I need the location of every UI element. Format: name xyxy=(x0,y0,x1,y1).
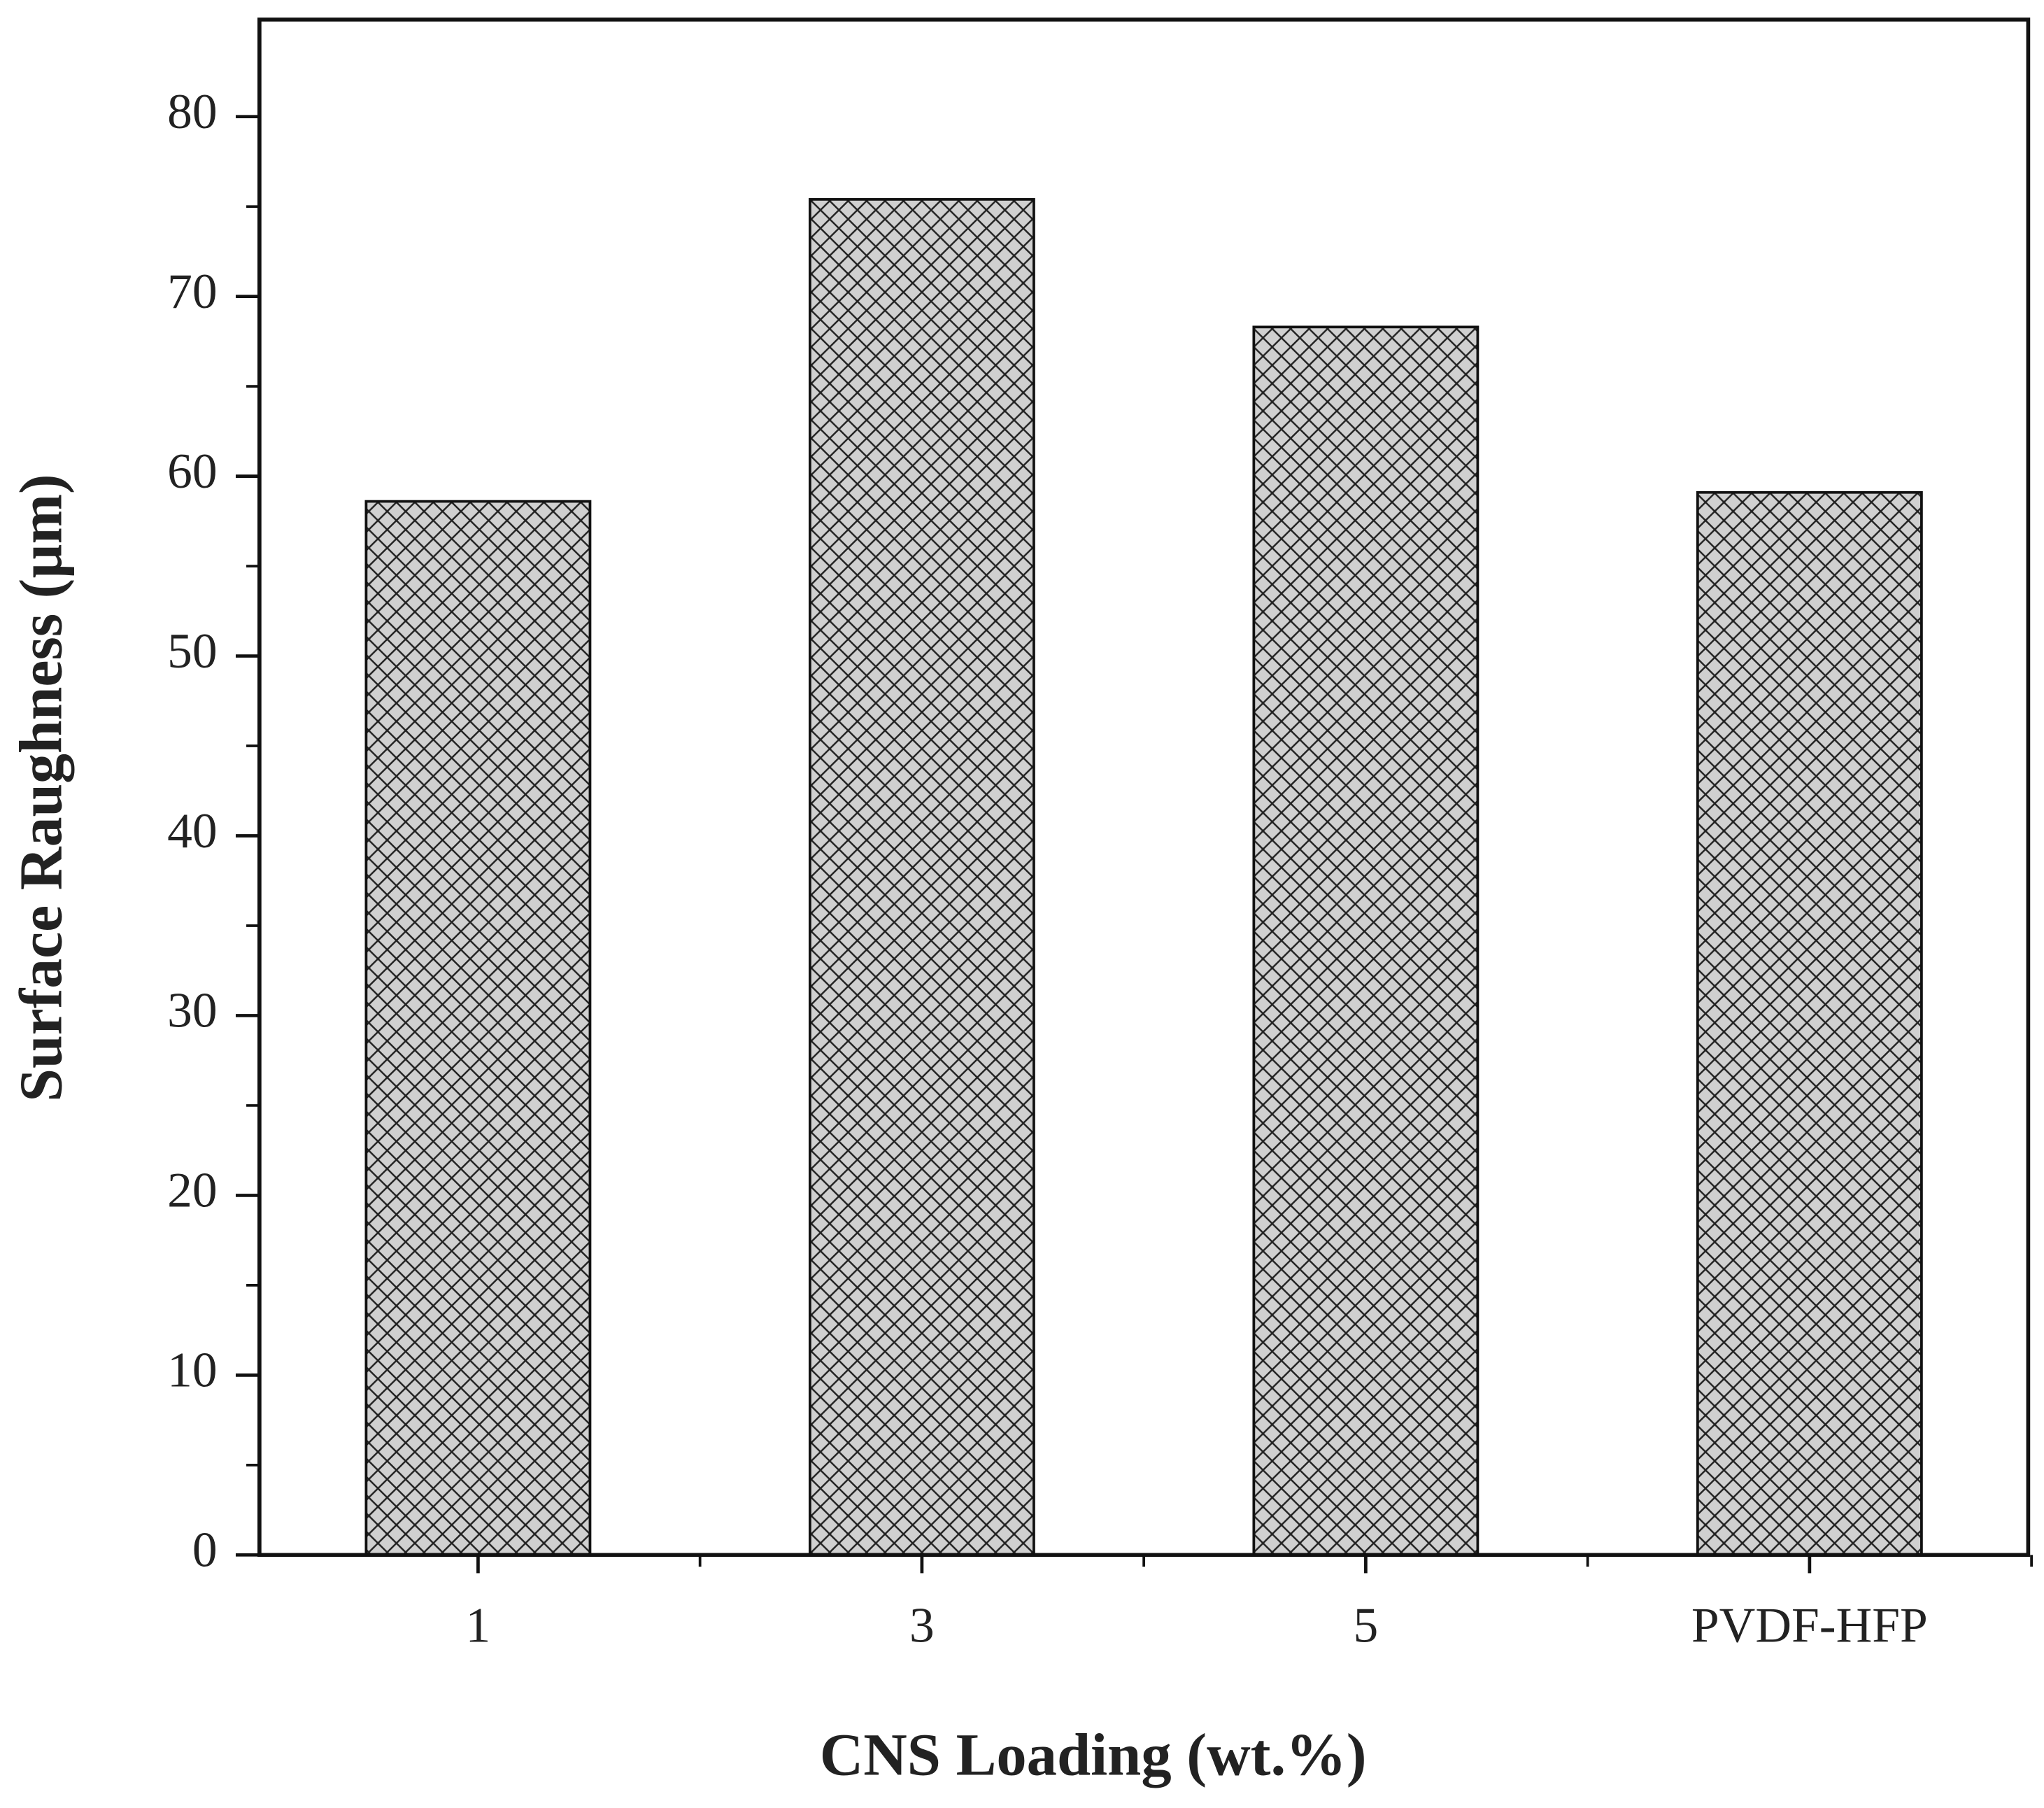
plot-frame xyxy=(257,17,2031,1558)
y-tick-label: 0 xyxy=(192,1523,218,1578)
x-tick-label: 3 xyxy=(909,1599,935,1653)
y-tick-label: 50 xyxy=(167,624,218,679)
y-tick-label: 70 xyxy=(167,264,218,319)
bar xyxy=(1696,490,1923,1557)
y-tick-label: 20 xyxy=(167,1164,218,1218)
x-axis-title: CNS Loading (wt.%) xyxy=(820,1721,1367,1788)
y-tick-label: 40 xyxy=(167,804,218,859)
y-tick-label: 10 xyxy=(167,1343,218,1398)
y-tick-label: 60 xyxy=(167,444,218,499)
bar xyxy=(364,500,592,1557)
y-tick-label: 30 xyxy=(167,984,218,1038)
y-tick-label: 80 xyxy=(167,85,218,139)
x-tick-label: PVDF-HFP xyxy=(1691,1599,1928,1653)
x-tick-label: 5 xyxy=(1354,1599,1379,1653)
x-tick-label: 1 xyxy=(466,1599,491,1653)
bar xyxy=(1252,325,1479,1557)
bar xyxy=(808,198,1035,1557)
y-axis-title: Surface Raughness (µm) xyxy=(7,474,74,1101)
